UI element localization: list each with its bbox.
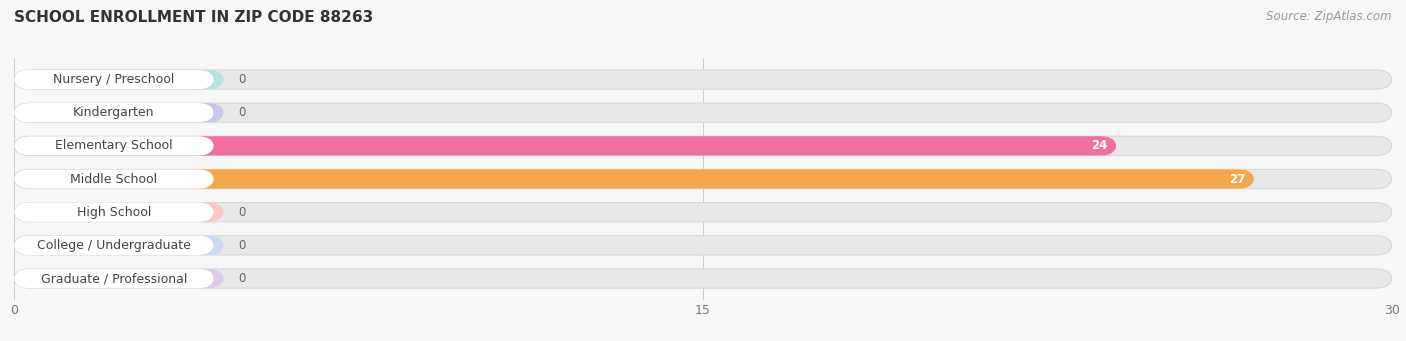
Text: Source: ZipAtlas.com: Source: ZipAtlas.com [1267,10,1392,23]
FancyBboxPatch shape [14,70,224,89]
FancyBboxPatch shape [14,269,214,288]
FancyBboxPatch shape [14,236,214,255]
Text: 0: 0 [238,106,245,119]
Text: 24: 24 [1091,139,1107,152]
FancyBboxPatch shape [14,236,1392,255]
FancyBboxPatch shape [14,169,1254,189]
FancyBboxPatch shape [14,103,1392,122]
FancyBboxPatch shape [14,136,1392,155]
Text: 0: 0 [238,206,245,219]
FancyBboxPatch shape [14,103,224,122]
FancyBboxPatch shape [14,203,224,222]
FancyBboxPatch shape [14,203,1392,222]
Text: Middle School: Middle School [70,173,157,186]
FancyBboxPatch shape [14,136,214,155]
Text: 27: 27 [1229,173,1244,186]
Text: Elementary School: Elementary School [55,139,173,152]
FancyBboxPatch shape [14,103,214,122]
Text: SCHOOL ENROLLMENT IN ZIP CODE 88263: SCHOOL ENROLLMENT IN ZIP CODE 88263 [14,10,374,25]
Text: High School: High School [77,206,150,219]
Text: College / Undergraduate: College / Undergraduate [37,239,191,252]
FancyBboxPatch shape [14,203,214,222]
Text: Nursery / Preschool: Nursery / Preschool [53,73,174,86]
Text: Kindergarten: Kindergarten [73,106,155,119]
FancyBboxPatch shape [14,169,1392,189]
Text: Graduate / Professional: Graduate / Professional [41,272,187,285]
FancyBboxPatch shape [14,70,1392,89]
Text: 0: 0 [238,239,245,252]
FancyBboxPatch shape [14,269,224,288]
FancyBboxPatch shape [14,70,214,89]
FancyBboxPatch shape [14,169,214,189]
Text: 0: 0 [238,272,245,285]
FancyBboxPatch shape [14,136,1116,155]
FancyBboxPatch shape [14,269,1392,288]
FancyBboxPatch shape [14,236,224,255]
Text: 0: 0 [238,73,245,86]
